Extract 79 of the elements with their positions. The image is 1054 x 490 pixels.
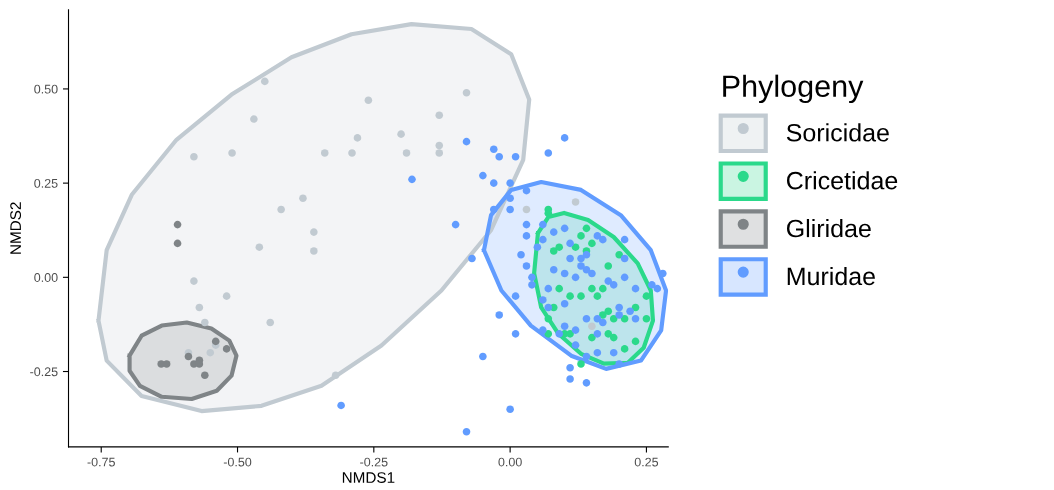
point [593,292,602,300]
point [604,330,613,338]
point [206,348,215,357]
point [364,96,373,105]
x-tick-label: 0.00 [498,457,522,467]
point [555,243,563,251]
point [255,243,264,251]
point [277,205,285,214]
point [435,111,444,120]
point [544,330,553,338]
point [642,292,651,300]
point [609,333,618,342]
x-tick-label: -0.75 [87,457,115,467]
point [588,284,596,293]
y-tick-label: 0.25 [34,178,58,188]
point [642,314,651,323]
point [222,292,231,300]
legend-label: Gliridae [786,219,871,238]
x-tick-label: 0.25 [634,457,659,467]
point [310,228,318,236]
point [549,247,558,255]
point [577,292,585,300]
point [348,149,356,157]
point [222,345,231,353]
point [397,130,405,138]
point [190,277,198,285]
point [190,152,198,161]
point [620,314,629,323]
point [260,77,269,86]
point [566,330,574,338]
point [462,88,471,97]
legend-label: Muridae [787,266,875,286]
point [588,333,596,342]
y-tick-label: 0.00 [34,273,58,282]
point [620,345,629,353]
point [201,371,209,380]
point [184,352,193,361]
point [299,194,307,202]
point [577,360,585,368]
point [228,149,236,157]
point [211,337,220,346]
point [566,292,574,300]
point [555,284,563,293]
legend-label: Cricetidae [786,171,898,190]
point [173,239,182,248]
point [310,247,318,255]
x-tick-label: -0.50 [223,457,252,467]
point [588,239,596,248]
legend-title: Phylogeny [723,74,864,104]
legend-label: Soricidae [786,123,889,142]
point [631,337,640,346]
point [588,322,596,331]
point [195,303,204,312]
point [599,311,607,319]
y-tick-label: -0.25 [30,367,58,377]
point [631,303,640,312]
point [402,149,411,157]
x-axis-title: NMDS1 [342,472,395,483]
point [435,141,444,150]
point [266,318,275,327]
point [353,134,362,142]
point [331,371,340,380]
point [320,149,329,157]
point [544,314,553,323]
y-axis-title: NMDS2 [10,202,22,254]
point [609,314,618,323]
point [599,284,607,293]
point [522,205,531,214]
point [250,115,258,123]
point [604,307,613,316]
point [435,149,444,157]
point [577,232,585,240]
point [201,318,209,327]
y-tick-label: 0.50 [34,84,58,94]
point [571,198,580,206]
point [604,262,613,270]
point [173,220,182,229]
point [582,224,591,233]
x-tick-label: -0.25 [360,457,388,467]
